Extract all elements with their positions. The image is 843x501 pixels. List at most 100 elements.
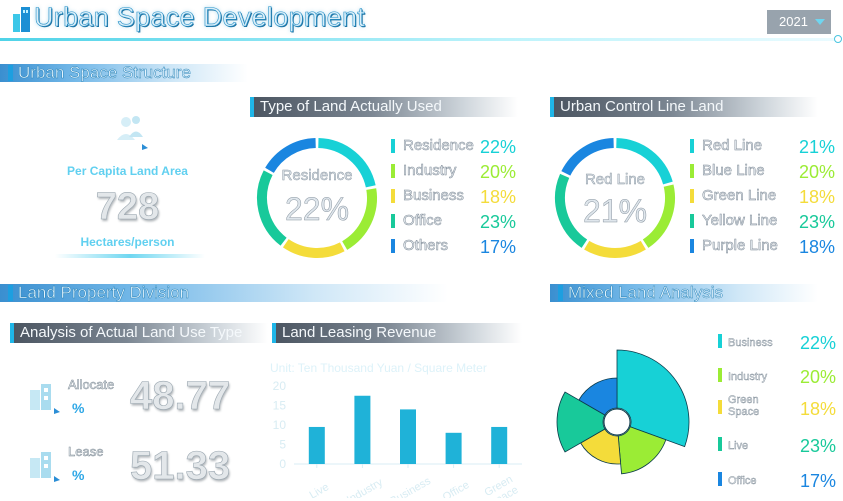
donut-segment [318, 138, 376, 188]
legend-label: Industry [403, 162, 457, 180]
legend-item: Blue Line 20% [690, 162, 840, 187]
y-tick-label: 5 [279, 438, 286, 452]
y-tick-label: 0 [279, 457, 286, 471]
legend-percent: 23% [480, 212, 517, 232]
panel-title-actual-use: Analysis of Actual Land Use Type [10, 323, 268, 343]
bar [308, 426, 325, 464]
donut-segment [555, 173, 588, 248]
legend-label: Residence [403, 137, 474, 155]
lease-unit: % [72, 467, 85, 483]
legend-control-line: Red Line 21% Blue Line 20% Green Line 18% Yell… [690, 137, 840, 262]
year-value: 2021 [779, 14, 808, 29]
donut-land-used-value: 22% [284, 191, 350, 228]
legend-label: Others [403, 237, 449, 255]
page-title: Urban Space Development [34, 2, 366, 33]
title-divider [0, 35, 842, 43]
mixed-legend-percent: 20% [800, 367, 837, 387]
rose-center [603, 408, 631, 436]
donut-segment [561, 138, 614, 176]
mixed-legend-percent: 18% [800, 399, 837, 419]
rose-segment [556, 391, 606, 453]
legend-percent: 20% [799, 162, 836, 182]
legend-swatch [690, 164, 694, 178]
legend-label: Purple Line [702, 237, 778, 255]
legend-swatch [718, 368, 722, 382]
donut-land-used: Residence 22% [254, 135, 380, 261]
section-header-property: Land Property Division [0, 283, 448, 302]
legend-percent: 23% [799, 212, 836, 232]
legend-swatch [391, 214, 395, 228]
legend-label: Blue Line [702, 162, 765, 180]
legend-item: Others 17% [391, 237, 526, 262]
legend-item: Industry 20% [391, 162, 526, 187]
rose-segment [617, 426, 667, 475]
legend-percent: 17% [480, 237, 517, 257]
mixed-legend-percent: 17% [800, 471, 837, 491]
legend-mixed: Business 22% Industry 20% Green Space 18% Live… [718, 332, 842, 497]
legend-swatch [718, 400, 722, 414]
legend-swatch [690, 139, 694, 153]
donut-land-used-label: Residence [281, 167, 353, 185]
donut-segment [642, 184, 675, 248]
mixed-legend-label: Office [728, 475, 757, 487]
x-tick-label: Industry [345, 476, 385, 498]
legend-label: Yellow Line [702, 212, 778, 230]
people-icon [117, 116, 148, 150]
per-capita-label: Per Capita Land Area [67, 164, 188, 178]
lease-label: Lease [68, 444, 104, 460]
bar [400, 409, 416, 464]
panel-title-leasing: Land Leasing Revenue [272, 323, 522, 343]
legend-percent: 20% [480, 162, 517, 182]
legend-swatch [718, 472, 722, 486]
legend-label: Business [403, 187, 464, 205]
chevron-down-icon [815, 19, 825, 25]
x-tick-label: Business [388, 475, 433, 498]
leasing-unit-label: Unit: Ten Thousand Yuan / Square Meter [270, 361, 487, 375]
legend-swatch [718, 334, 722, 348]
mixed-legend-label: Live [728, 440, 749, 452]
panel-title-land-used: Type of Land Actually Used [250, 97, 518, 117]
per-capita-unit: Hectares/person [80, 235, 175, 249]
donut-control-line-label: Red Line [584, 171, 646, 189]
per-capita-value: 728 [95, 186, 160, 229]
y-tick-label: 20 [273, 379, 287, 393]
leasing-bar-chart: 0 5 10 15 20 Live Industry Business Office Greens… [273, 379, 522, 498]
year-select[interactable]: 2021 [767, 10, 831, 34]
y-tick-label: 10 [273, 418, 287, 432]
mixed-legend-item: Green Space 18% [718, 394, 842, 426]
legend-item: Red Line 21% [690, 137, 840, 162]
rose-segment [580, 428, 622, 465]
donut-control-line: Red Line 21% [552, 135, 678, 261]
building-logo-icon [13, 7, 30, 32]
lease-icon [30, 452, 60, 482]
panel-title-control-line: Urban Control Line Land [550, 97, 818, 117]
rose-segment [578, 377, 618, 416]
legend-label: Green Line [702, 187, 777, 205]
allocate-icon [30, 384, 60, 414]
legend-item: Yellow Line 23% [690, 212, 840, 237]
donut-segment [282, 239, 345, 258]
donut-land-used-svg [257, 138, 377, 258]
allocate-unit: % [72, 400, 85, 416]
donut-control-line-svg [555, 138, 675, 258]
mixed-legend-item: Business 22% [718, 332, 842, 360]
legend-item: Green Line 18% [690, 187, 840, 212]
legend-swatch [391, 189, 395, 203]
legend-label: Red Line [702, 137, 763, 155]
legend-item: Residence 22% [391, 137, 526, 162]
mixed-legend-item: Live 23% [718, 435, 842, 463]
x-tick-label: Office [441, 479, 472, 498]
mixed-rose-chart [556, 349, 690, 475]
donut-segment [616, 138, 673, 185]
bar [354, 395, 371, 464]
mixed-legend-item: Office 17% [718, 470, 842, 498]
legend-item: Purple Line 18% [690, 237, 840, 262]
legend-percent: 18% [799, 237, 836, 257]
mixed-legend-label: Industry [728, 371, 768, 383]
allocate-value: 48.77 [130, 374, 231, 419]
donut-segment [257, 170, 287, 246]
bar [445, 432, 462, 464]
section-header-structure: Urban Space Structure [0, 63, 248, 82]
mixed-legend-item: Industry 20% [718, 366, 842, 394]
donut-segment [265, 138, 316, 173]
